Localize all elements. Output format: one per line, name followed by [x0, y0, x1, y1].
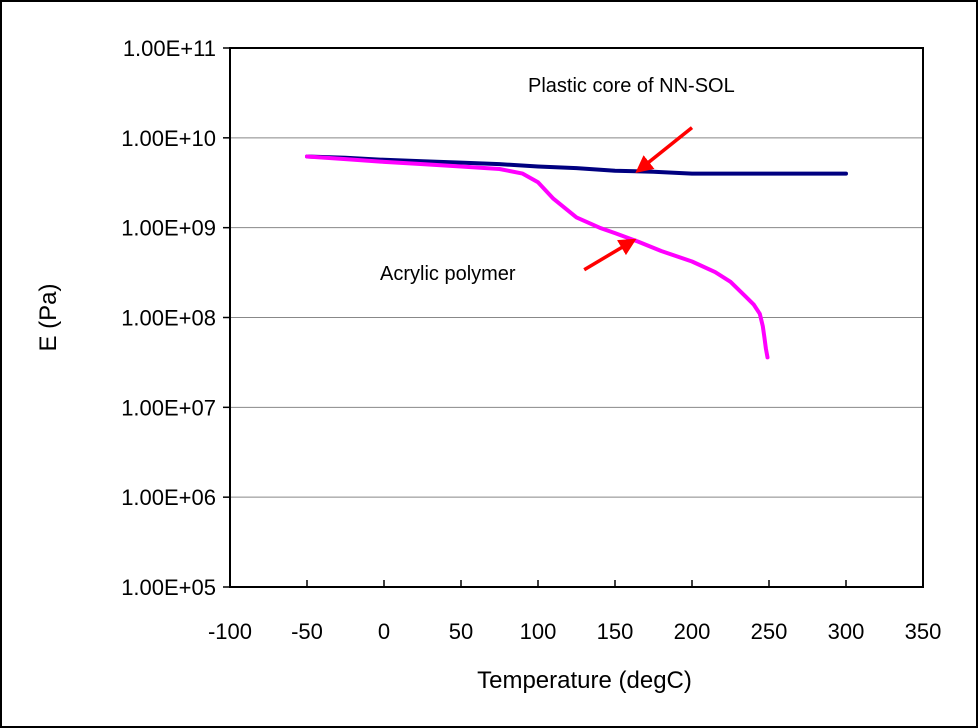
grid — [230, 137, 923, 498]
annotation-label: Acrylic polymer — [380, 263, 516, 285]
series-line-2 — [305, 154, 770, 360]
x-axis: -100 -50 0 50 100 150 200 250 300 350 — [208, 580, 941, 644]
x-tick-label: 0 — [378, 619, 390, 644]
y-tick-label: 1.00E+05 — [121, 575, 216, 600]
x-tick-label: 50 — [449, 619, 473, 644]
annotations: Plastic core of NN-SOL Acrylic polymer — [380, 75, 735, 285]
x-tick-label: 350 — [905, 619, 942, 644]
y-axis-title: E (Pa) — [35, 283, 62, 351]
series-group — [305, 154, 848, 360]
annotation-arrow — [583, 238, 637, 272]
y-tick-label: 1.00E+06 — [121, 485, 216, 510]
x-tick-label: -50 — [291, 619, 323, 644]
y-tick-label: 1.00E+10 — [121, 126, 216, 151]
annotation-label: Plastic core of NN-SOL — [528, 75, 735, 97]
x-tick-label: -100 — [208, 619, 252, 644]
y-tick-label: 1.00E+07 — [121, 395, 216, 420]
x-tick-label: 150 — [597, 619, 634, 644]
y-tick-label: 1.00E+09 — [121, 216, 216, 241]
x-tick-label: 300 — [828, 619, 865, 644]
y-tick-label: 1.00E+11 — [123, 36, 216, 61]
y-tick-label: 1.00E+08 — [121, 306, 216, 331]
x-axis-title: Temperature (degC) — [477, 667, 692, 694]
x-tick-label: 200 — [674, 619, 711, 644]
y-axis: 1.00E+05 1.00E+06 1.00E+07 1.00E+08 1.00E+09… — [121, 36, 230, 600]
series-line-1 — [305, 154, 848, 176]
x-tick-label: 250 — [751, 619, 788, 644]
x-tick-label: 100 — [520, 619, 557, 644]
annotation-arrow — [635, 126, 694, 173]
